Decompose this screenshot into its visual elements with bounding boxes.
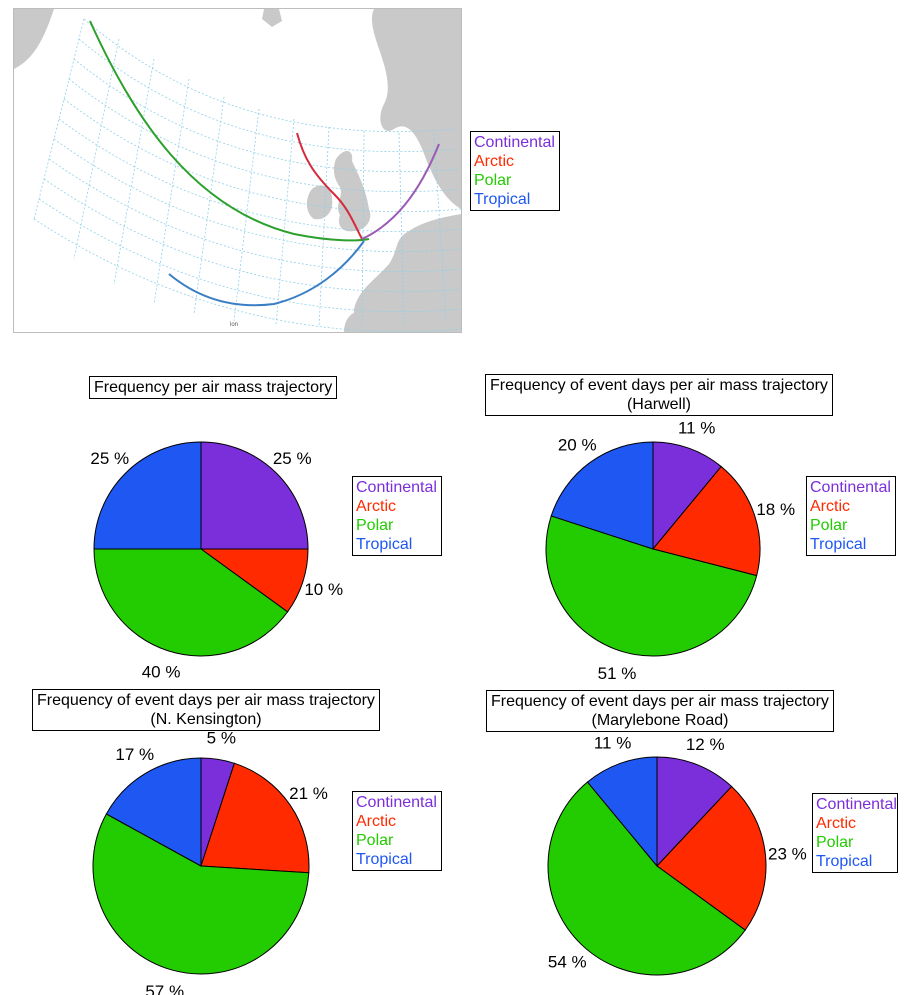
legend-arctic: Arctic	[816, 815, 856, 832]
pie-label-polar: 57 %	[145, 982, 184, 995]
pie2-title: Frequency of event days per air mass tra…	[485, 374, 833, 416]
pie-label-continental: 12 %	[686, 735, 725, 754]
pie-slice-arctic	[652, 465, 761, 577]
pie-chart-4: 12 % 23 % 54 % 11 %	[547, 734, 807, 976]
pie-label-arctic: 23 %	[768, 845, 807, 864]
pie-slice-polar	[92, 813, 310, 975]
legend-polar: Polar	[810, 517, 848, 534]
legend-arctic: Arctic	[356, 498, 396, 515]
map-legend: Continental Arctic Polar Tropical	[470, 131, 560, 211]
legend-polar: Polar	[356, 517, 394, 534]
pie-slice-polar	[547, 781, 746, 976]
legend-polar: Polar	[816, 834, 854, 851]
pie-slice-continental	[656, 756, 733, 868]
pie3-title: Frequency of event days per air mass tra…	[32, 689, 380, 731]
pie-slice-continental	[200, 441, 309, 550]
land-greenland-iceland	[14, 9, 282, 69]
pie-slice-tropical	[93, 441, 202, 550]
pie-label-tropical: 25 %	[90, 449, 129, 468]
legend-polar: Polar	[356, 832, 394, 849]
land-britain	[333, 150, 371, 232]
legend-continental: Continental	[810, 479, 891, 496]
trajectory-tropical	[168, 240, 365, 307]
pie-label-polar: 51 %	[598, 664, 637, 683]
map-svg	[14, 9, 461, 332]
pie3-legend: Continental Arctic Polar Tropical	[352, 791, 442, 871]
land-ireland	[306, 185, 333, 220]
legend-continental: Continental	[474, 134, 555, 151]
legend-tropical: Tropical	[810, 536, 867, 553]
pie-chart-2: 11 % 18 % 51 % 20 %	[545, 419, 795, 683]
pie-label-arctic: 18 %	[756, 500, 795, 519]
pie1-title: Frequency per air mass trajectory	[89, 376, 338, 399]
legend-tropical: Tropical	[474, 191, 531, 208]
pie-label-continental: 25 %	[273, 449, 312, 468]
pie-slice-polar	[93, 548, 289, 657]
legend-continental: Continental	[356, 479, 437, 496]
legend-arctic: Arctic	[356, 813, 396, 830]
legend-continental: Continental	[356, 794, 437, 811]
pie-slice-arctic	[656, 785, 767, 931]
legend-arctic: Arctic	[810, 498, 850, 515]
pie-label-arctic: 10 %	[304, 580, 343, 599]
pie-label-arctic: 21 %	[289, 784, 328, 803]
pie-slice-tropical	[105, 757, 202, 867]
trajectory-polar	[89, 20, 370, 242]
trajectory-arctic	[296, 132, 363, 240]
pie4-title: Frequency of event days per air mass tra…	[486, 690, 834, 732]
pie2-legend: Continental Arctic Polar Tropical	[806, 476, 896, 556]
trajectory-map: lon lat	[13, 8, 462, 333]
map-ylabel: lat	[13, 168, 17, 176]
trajectory-grid	[33, 18, 461, 332]
pie-slice-tropical	[586, 756, 658, 868]
map-xlabel: lon	[230, 322, 239, 328]
legend-polar: Polar	[474, 172, 512, 189]
pie-label-polar: 40 %	[142, 663, 181, 682]
pie-label-continental: 11 %	[678, 419, 716, 438]
land-scandinavia	[371, 9, 461, 209]
pie-chart-1: 25 % 10 % 40 % 25 %	[90, 441, 343, 682]
pie-slice-continental	[652, 441, 722, 551]
pie-label-polar: 54 %	[548, 953, 587, 972]
legend-arctic: Arctic	[474, 153, 514, 170]
pie-label-tropical: 17 %	[115, 745, 154, 764]
pie1-legend: Continental Arctic Polar Tropical	[352, 476, 442, 556]
trajectory-continental	[361, 143, 440, 240]
pie-label-continental: 5 %	[207, 729, 236, 748]
land-europe	[354, 214, 461, 332]
pie4-legend: Continental Arctic Polar Tropical	[812, 793, 898, 873]
legend-tropical: Tropical	[356, 536, 413, 553]
pie-chart-3: 5 % 21 % 57 % 17 %	[92, 729, 328, 995]
pie-slice-tropical	[550, 441, 654, 550]
land-iberia	[344, 311, 367, 332]
pie-label-tropical: 20 %	[558, 436, 597, 455]
pie-label-tropical: 11 %	[594, 734, 632, 753]
legend-continental: Continental	[816, 796, 897, 813]
pie-slice-arctic	[200, 762, 310, 874]
legend-tropical: Tropical	[816, 853, 873, 870]
pie-slice-polar	[545, 515, 758, 657]
legend-tropical: Tropical	[356, 851, 413, 868]
